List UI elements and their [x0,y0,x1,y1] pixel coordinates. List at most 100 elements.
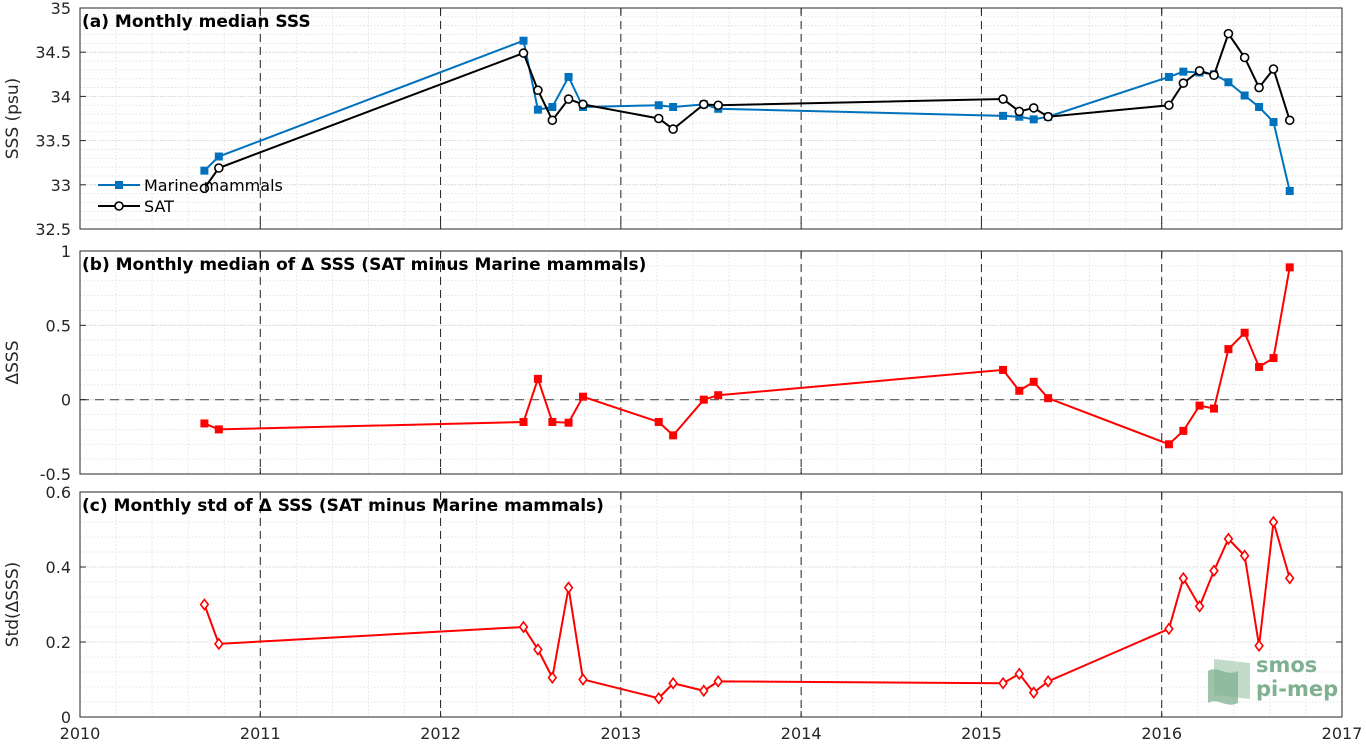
data-point [547,671,558,684]
data-point [998,94,1008,104]
y-axis-label: SSS (psu) [3,78,23,159]
legend-label: Marine mammals [144,176,283,195]
data-point [1285,186,1294,195]
data-point [563,94,574,104]
data-point [1284,115,1295,126]
data-point [1269,118,1278,127]
data-point [1194,65,1205,76]
y-tick-label: 35 [51,0,71,18]
x-tick-label: 2017 [1322,724,1363,743]
data-point [1239,52,1250,63]
data-point [1194,600,1205,613]
data-point [1195,401,1204,410]
data-point [999,365,1008,374]
data-point [698,99,709,110]
data-point [1268,64,1279,74]
data-point [1014,667,1025,681]
data-point [1255,103,1264,112]
data-point [564,418,573,427]
data-point [1240,328,1249,337]
x-tick-label: 2015 [961,724,1002,743]
data-point [547,115,558,126]
data-point [519,417,528,426]
data-point [1224,345,1233,354]
data-point [1223,28,1234,39]
data-point [548,417,557,426]
data-point [578,673,588,686]
data-point [578,392,587,401]
data-point [1223,532,1234,546]
data-point [1269,354,1278,363]
data-point [713,100,724,111]
data-point [1164,72,1173,81]
y-tick-label: 0.6 [46,483,71,502]
logo-wave-icon [1208,659,1250,705]
data-point [668,676,678,690]
plot-area [80,251,1342,474]
data-point [1164,622,1174,636]
x-tick-label: 2010 [60,724,101,743]
data-point [1209,404,1218,413]
x-tick-label: 2013 [600,724,641,743]
y-tick-label: 0.4 [46,558,71,577]
y-tick-label: -0.5 [40,465,71,484]
data-point [1268,515,1279,529]
data-point [1284,571,1295,585]
data-point [578,99,588,110]
x-tick-label: 2012 [420,724,461,743]
data-point [1029,115,1038,124]
panel-2: -0.5 0 0.5 1 ΔSSS (b) Monthly median of Δ SSS… [3,242,1343,484]
series-2 [199,28,1295,194]
y-tick-label: 1 [61,242,71,261]
y-axis-label: ΔSSS [3,340,23,384]
data-point [998,676,1008,690]
x-tick-label: 2014 [781,724,822,743]
legend: Marine mammals SAT [98,176,283,216]
data-point [714,391,723,400]
data-point [199,598,210,611]
data-point [518,620,529,634]
panel-title: (b) Monthly median of Δ SSS (SAT minus M… [82,255,646,275]
data-point [1178,78,1189,88]
data-point [1254,639,1264,653]
data-point [1224,78,1233,87]
y-tick-label: 0.5 [46,316,71,335]
data-point [518,48,529,58]
data-point [519,36,528,45]
data-point [1240,91,1249,100]
data-point [1179,426,1188,435]
panel-title: (a) Monthly median SSS [82,12,311,32]
data-point [1254,82,1264,93]
data-point [1043,111,1053,122]
data-point [1209,564,1219,578]
data-point [533,643,543,656]
data-point [1285,263,1294,272]
panel-title: (c) Monthly std of Δ SSS (SAT minus Mari… [82,496,604,516]
axes-box [79,7,1343,230]
data-point [1015,386,1024,395]
data-point [564,72,573,81]
series-line [203,31,1291,189]
data-point [654,417,663,426]
data-point [200,166,209,175]
series-1 [199,515,1295,705]
data-point [533,105,542,114]
data-point [698,684,709,698]
y-tick-label: 34.5 [35,43,71,62]
series-1 [200,36,1294,195]
data-point [1043,675,1053,688]
data-point [654,101,663,110]
data-point [1209,70,1219,80]
data-point [653,691,664,705]
data-point [563,581,574,594]
data-point [669,103,678,112]
data-point [713,675,724,688]
data-point [1029,377,1038,386]
data-point [668,124,678,134]
y-tick-label: 34 [51,87,71,106]
series-1 [200,263,1294,449]
x-tick-label: 2011 [240,724,281,743]
data-point [214,425,223,434]
data-point [1178,571,1189,585]
